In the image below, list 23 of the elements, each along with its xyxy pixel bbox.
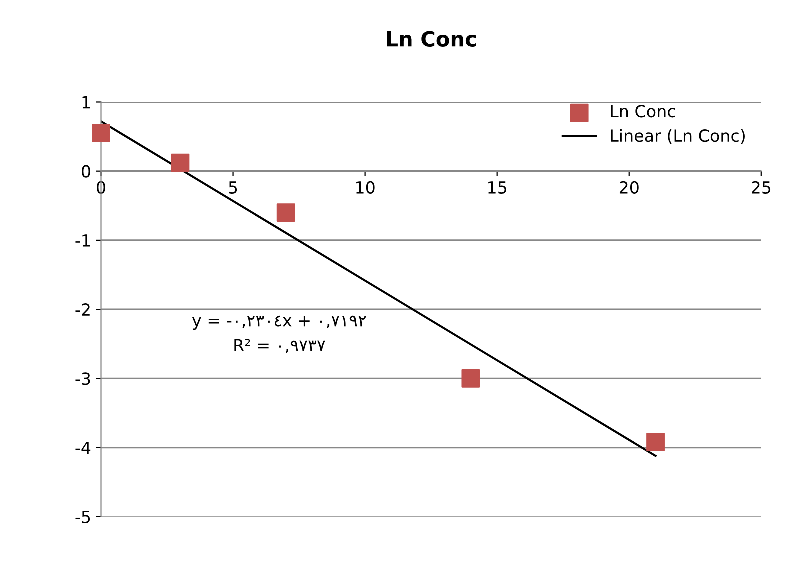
x-tick-label: 20 [620,181,639,194]
legend-label: Ln Conc [611,105,676,118]
x-tick-label: 25 [752,181,771,194]
y-tick-label: 1 [82,96,90,109]
y-tick-label: -3 [76,372,90,386]
y-tick-label: -5 [76,511,90,524]
annotation: R² = ٠,٩٧٣٧ [234,339,326,354]
x-tick-label: 0 [97,181,106,194]
y-tick-label: -4 [76,442,91,454]
x-tick-label: 5 [229,182,238,194]
point [276,204,296,222]
x-tick-label: 15 [488,182,506,194]
annotation: y = -٠,٢٣٠٤x + ٠,٧١٩٢ [192,316,366,330]
chart-title: Ln Conc [387,31,476,47]
y-tick-label: -2 [76,304,90,316]
legend-label: Linear (Ln Conc) [611,129,745,144]
point [646,433,665,452]
point [462,369,480,388]
y-tick-label: -1 [76,234,90,247]
x-tick-label: 10 [356,181,375,194]
point [92,124,110,143]
y-tick-label: 0 [82,165,90,178]
point [171,154,190,172]
